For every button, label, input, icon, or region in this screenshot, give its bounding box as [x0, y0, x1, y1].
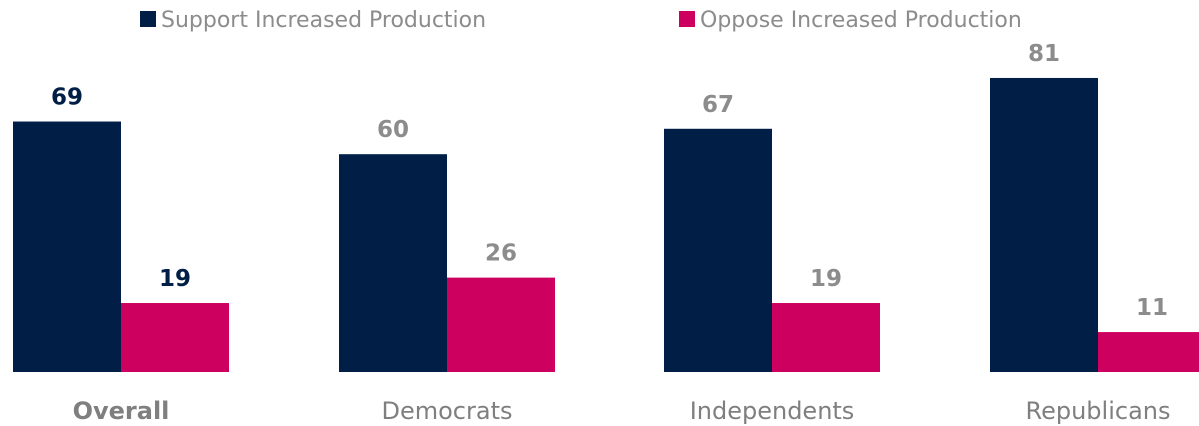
category-label-overall: Overall [73, 397, 170, 425]
category-label-republicans: Republicans [1026, 397, 1171, 425]
value-labels-layer: 69 19 60 26 67 19 81 11 [51, 41, 1168, 321]
bar-overall-support [13, 121, 121, 372]
bars-layer [13, 77, 1199, 372]
legend-label-support: Support Increased Production [161, 8, 486, 33]
value-label-independents-oppose: 19 [810, 266, 842, 292]
category-labels-layer: Overall Democrats Independents Republicans [73, 397, 1171, 425]
legend-label-oppose: Oppose Increased Production [700, 8, 1022, 33]
legend-swatch-support [140, 11, 156, 27]
value-label-republicans-oppose: 11 [1136, 295, 1168, 321]
value-label-overall-oppose: 19 [159, 266, 191, 292]
value-label-democrats-support: 60 [377, 117, 409, 143]
bar-democrats-oppose [447, 277, 555, 372]
value-label-overall-support: 69 [51, 85, 83, 111]
category-label-independents: Independents [690, 397, 855, 425]
bar-republicans-support [990, 77, 1098, 372]
bar-independents-support [664, 128, 772, 372]
bar-independents-oppose [772, 303, 880, 372]
category-label-democrats: Democrats [382, 397, 513, 425]
legend-swatch-oppose [679, 11, 695, 27]
value-label-independents-support: 67 [702, 92, 734, 118]
legend: Support Increased Production Oppose Incr… [140, 8, 1022, 33]
bar-republicans-oppose [1098, 332, 1199, 372]
bar-democrats-support [339, 154, 447, 372]
value-label-republicans-support: 81 [1028, 41, 1060, 67]
bar-overall-oppose [121, 303, 229, 372]
value-label-democrats-oppose: 26 [485, 241, 517, 267]
